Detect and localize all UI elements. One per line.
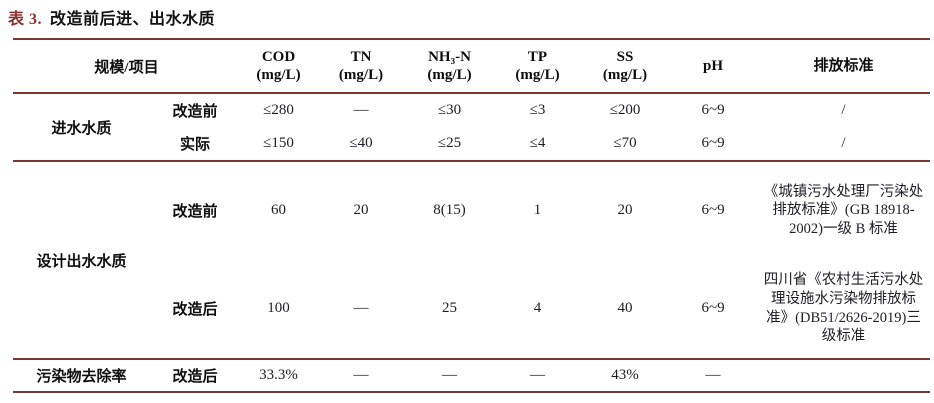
sub-cell: 改造后	[172, 369, 218, 385]
header-ph-name: pH	[703, 58, 724, 74]
group-cell-design-outlet: 设计出水水质	[36, 253, 127, 270]
header-nh3n-name: NH₃-N	[428, 49, 471, 65]
value-cell: 1	[533, 202, 542, 218]
sub-cell: 改造前	[172, 104, 218, 120]
value-cell: —	[705, 367, 721, 383]
group-cell-inlet: 进水水质	[51, 120, 112, 137]
table-caption-text: 改造前后进、出水水质	[50, 11, 216, 28]
water-quality-table: 规模/项目 COD (mg/L) TN (mg/L) NH₃-N (mg/L) …	[13, 38, 931, 393]
header-ss-unit: (mg/L)	[602, 67, 648, 83]
value-cell: —	[353, 367, 369, 383]
header-discharge-standard-name: 排放标准	[813, 58, 874, 74]
value-cell: 43%	[611, 367, 639, 383]
header-tp: TP (mg/L)	[494, 39, 581, 93]
value-cell: 40	[617, 300, 633, 316]
standard-cell: /	[841, 102, 846, 118]
value-cell: —	[353, 300, 369, 316]
value-cell: 20	[353, 202, 369, 218]
value-cell: ≤30	[437, 102, 462, 118]
table-row-pollutant-removal: 污染物去除率 改造后 33.3% — — — 43% —	[13, 359, 930, 392]
header-tp-unit: (mg/L)	[515, 67, 560, 83]
header-tp-name: TP	[527, 49, 548, 65]
value-cell: —	[530, 367, 546, 383]
header-nh3n: NH₃-N (mg/L)	[405, 39, 494, 93]
value-cell: 33.3%	[259, 367, 298, 383]
value-cell: ≤40	[349, 135, 373, 151]
value-cell: 6~9	[701, 202, 725, 218]
value-cell: —	[353, 102, 369, 118]
header-ph: pH	[669, 39, 757, 93]
table-caption: 表 3. 改造前后进、出水水质	[8, 5, 215, 29]
value-cell: ≤25	[437, 135, 462, 151]
sub-cell: 实际	[180, 137, 211, 153]
value-cell: ≤70	[613, 135, 637, 151]
value-cell: 100	[267, 300, 290, 316]
value-cell: 6~9	[701, 135, 725, 151]
value-cell: —	[442, 367, 458, 383]
value-cell: 60	[271, 202, 287, 218]
value-cell: ≤3	[529, 102, 546, 118]
header-cod: COD (mg/L)	[240, 39, 317, 93]
table-caption-number: 表 3.	[8, 11, 43, 28]
value-cell: ≤150	[263, 135, 294, 151]
header-scale-item: 规模/项目	[94, 59, 159, 76]
sub-cell: 改造前	[172, 204, 218, 220]
header-discharge-standard: 排放标准	[757, 39, 930, 93]
table-header-row: 规模/项目 COD (mg/L) TN (mg/L) NH₃-N (mg/L) …	[13, 39, 931, 93]
standard-cell	[757, 359, 930, 392]
value-cell: 25	[442, 300, 458, 316]
value-cell: 4	[533, 300, 542, 316]
standard-cell-gb18918: 《城镇污水处理厂污染处排放标准》(GB 18918-2002)一级 B 标准	[763, 183, 924, 237]
table-row-design-outlet-before: 设计出水水质 改造前 60 20 8(15) 1 20 6~9 《城镇污水处理厂…	[13, 161, 930, 270]
value-cell: ≤280	[263, 102, 294, 118]
group-cell-removal-rate: 污染物去除率	[36, 369, 127, 385]
header-tn: TN (mg/L)	[317, 39, 405, 93]
value-cell: 20	[617, 202, 633, 218]
header-ss-name: SS	[616, 49, 634, 65]
standard-cell: /	[841, 135, 846, 151]
header-tn-unit: (mg/L)	[338, 67, 384, 83]
header-cod-name: COD	[261, 49, 296, 65]
header-tn-name: TN	[350, 49, 372, 65]
value-cell: 6~9	[701, 102, 725, 118]
table-row-inlet-actual: 实际 ≤150 ≤40 ≤25 ≤4 ≤70 6~9 /	[13, 127, 931, 161]
standard-cell-db51: 四川省《农村生活污水处理设施水污染物排放标准》(DB51/2626-2019)三…	[763, 272, 924, 345]
header-cod-unit: (mg/L)	[256, 67, 301, 83]
header-ss: SS (mg/L)	[581, 39, 669, 93]
value-cell: 8(15)	[433, 202, 466, 218]
value-cell: ≤4	[529, 135, 546, 151]
table-row-design-outlet-after: 改造后 100 — 25 4 40 6~9 四川省《农村生活污水处理设施水污染物…	[13, 259, 931, 359]
value-cell: 6~9	[701, 300, 725, 316]
table-row-inlet-before: 进水水质 改造前 ≤280 — ≤30 ≤3 ≤200 6~9 /	[13, 93, 930, 137]
value-cell: ≤200	[609, 102, 641, 118]
sub-cell: 改造后	[172, 302, 218, 318]
header-nh3n-unit: (mg/L)	[427, 67, 472, 83]
